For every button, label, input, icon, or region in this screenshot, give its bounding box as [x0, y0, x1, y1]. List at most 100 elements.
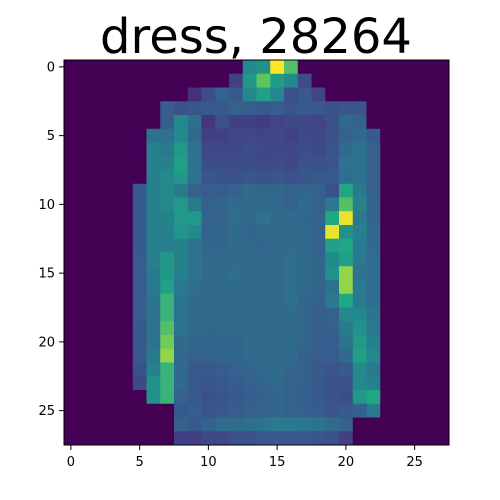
pixel-cell — [202, 129, 216, 143]
pixel-cell — [325, 170, 339, 184]
pixel-cell — [160, 294, 174, 308]
pixel-cell — [229, 266, 243, 280]
pixel-cell — [257, 143, 271, 157]
pixel-cell — [257, 115, 271, 129]
pixel-cell — [105, 335, 119, 349]
pixel-cell — [243, 308, 257, 322]
pixel-cell — [229, 225, 243, 239]
pixel-cell — [78, 404, 92, 418]
pixel-cell — [408, 115, 422, 129]
pixel-cell — [105, 74, 119, 88]
pixel-cell — [422, 308, 436, 322]
pixel-cell — [119, 60, 133, 74]
pixel-cell — [312, 349, 326, 363]
pixel-cell — [133, 74, 147, 88]
pixel-cell — [257, 321, 271, 335]
pixel-cell — [174, 74, 188, 88]
pixel-cell — [174, 349, 188, 363]
pixel-cell — [298, 349, 312, 363]
pixel-cell — [312, 170, 326, 184]
pixel-cell — [325, 156, 339, 170]
pixel-cell — [380, 101, 394, 115]
pixel-cell — [339, 390, 353, 404]
pixel-cell — [435, 280, 449, 294]
pixel-cell — [64, 363, 78, 377]
pixel-cell — [215, 280, 229, 294]
pixel-cell — [394, 253, 408, 267]
pixel-cell — [270, 349, 284, 363]
pixel-cell — [147, 294, 161, 308]
pixel-cell — [312, 156, 326, 170]
pixel-cell — [435, 198, 449, 212]
pixel-cell — [367, 101, 381, 115]
pixel-cell — [394, 198, 408, 212]
pixel-cell — [229, 129, 243, 143]
pixel-cell — [325, 74, 339, 88]
pixel-cell — [394, 184, 408, 198]
pixel-cell — [394, 129, 408, 143]
pixel-cell — [284, 115, 298, 129]
y-axis: 0 5 10 15 20 25 — [38, 60, 64, 419]
pixel-cell — [188, 349, 202, 363]
pixel-cell — [174, 143, 188, 157]
pixel-cell — [78, 335, 92, 349]
pixel-cell — [339, 280, 353, 294]
pixel-cell — [160, 390, 174, 404]
pixel-cell — [257, 404, 271, 418]
pixel-cell — [422, 60, 436, 74]
pixel-cell — [119, 101, 133, 115]
pixel-cell — [92, 321, 106, 335]
pixel-cell — [435, 143, 449, 157]
image-area — [64, 60, 449, 445]
pixel-cell — [339, 156, 353, 170]
pixel-cell — [257, 88, 271, 102]
pixel-cell — [160, 363, 174, 377]
pixel-cell — [105, 143, 119, 157]
pixel-cell — [147, 143, 161, 157]
pixel-cell — [147, 376, 161, 390]
pixel-cell — [64, 170, 78, 184]
pixel-cell — [257, 170, 271, 184]
pixel-cell — [422, 74, 436, 88]
pixel-cell — [257, 225, 271, 239]
pixel-cell — [243, 115, 257, 129]
pixel-cell — [174, 363, 188, 377]
pixel-cell — [174, 376, 188, 390]
pixel-cell — [174, 294, 188, 308]
pixel-cell — [188, 101, 202, 115]
pixel-cell — [133, 308, 147, 322]
pixel-cell — [298, 431, 312, 445]
pixel-cell — [422, 143, 436, 157]
pixel-cell — [92, 280, 106, 294]
pixel-cell — [257, 280, 271, 294]
pixel-cell — [298, 101, 312, 115]
pixel-cell — [325, 211, 339, 225]
pixel-cell — [64, 335, 78, 349]
x-tick-label: 0 — [67, 455, 75, 470]
pixel-cell — [380, 143, 394, 157]
pixel-cell — [257, 184, 271, 198]
pixel-cell — [160, 115, 174, 129]
pixel-cell — [202, 376, 216, 390]
pixel-cell — [215, 253, 229, 267]
pixel-cell — [325, 404, 339, 418]
pixel-cell — [394, 321, 408, 335]
pixel-cell — [105, 404, 119, 418]
pixel-cell — [119, 170, 133, 184]
pixel-cell — [119, 294, 133, 308]
pixel-cell — [353, 376, 367, 390]
pixel-cell — [119, 349, 133, 363]
pixel-cell — [92, 170, 106, 184]
pixel-cell — [229, 431, 243, 445]
pixel-cell — [160, 335, 174, 349]
pixel-cell — [119, 363, 133, 377]
pixel-cell — [380, 239, 394, 253]
pixel-cell — [422, 266, 436, 280]
pixel-cell — [174, 404, 188, 418]
pixel-cell — [353, 335, 367, 349]
pixel-cell — [64, 390, 78, 404]
pixel-cell — [339, 211, 353, 225]
pixel-cell — [284, 170, 298, 184]
pixel-cell — [408, 225, 422, 239]
pixel-cell — [133, 335, 147, 349]
